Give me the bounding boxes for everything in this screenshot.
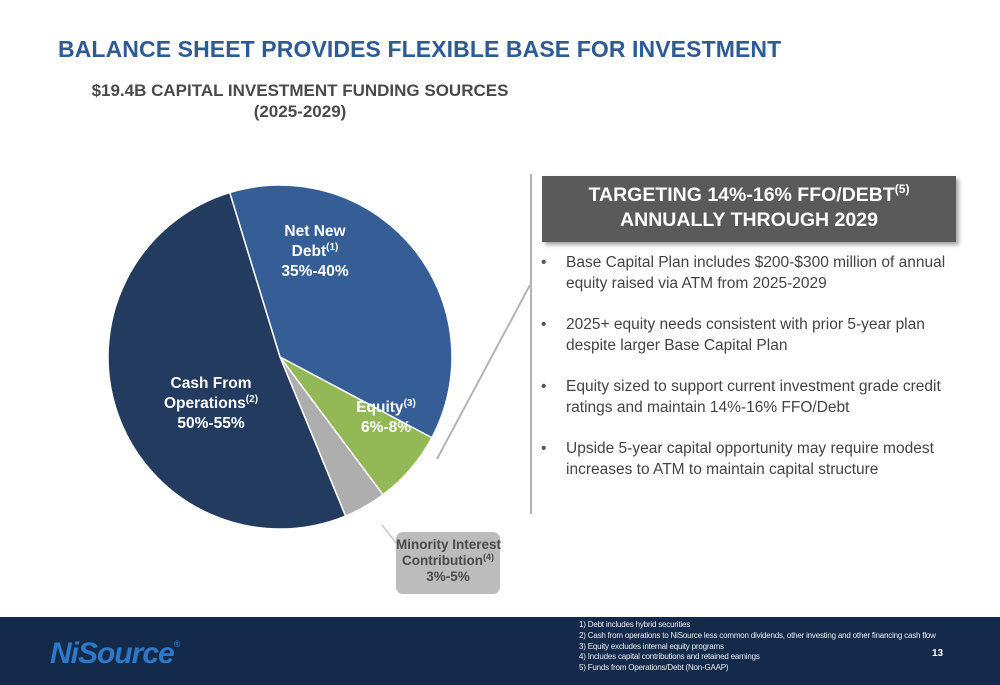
cfo-label-line-1: Cash From <box>170 375 252 392</box>
footnote-item: 2) Cash from operations to NiSource less… <box>579 630 936 640</box>
minority-label-line-1: Minority Interest <box>396 537 502 552</box>
pie-slice-debt <box>228 184 453 439</box>
footnote-item: 1) Debt includes hybrid securities <box>579 620 691 629</box>
equity-label-line-1: Equity <box>356 399 404 416</box>
slice-label-cfo: Cash From Operations(2) 50%-55% <box>148 374 274 434</box>
callout-line-2: ANNUALLY THROUGH 2029 <box>620 209 878 231</box>
callout-footnote-ref: (5) <box>894 182 910 196</box>
footnote-item: 3) Equity excludes internal equity progr… <box>579 641 724 651</box>
footnotes-list: 1) Debt includes hybrid securities 2) Ca… <box>579 620 936 674</box>
footnote-item: 5) Funds from Operations/Debt (Non-GAAP) <box>579 663 729 673</box>
page-number: 13 <box>932 648 944 659</box>
equity-label-range: 6%-8% <box>361 419 411 436</box>
chart-title: $19.4B CAPITAL INVESTMENT FUNDING SOURCE… <box>60 80 540 122</box>
slice-label-minority: Minority Interest Contribution(4) 3%-5% <box>396 532 502 594</box>
debt-label-line-2: Debt <box>291 243 327 260</box>
bullet-item: 2025+ equity needs consistent with prior… <box>538 314 978 356</box>
cfo-footnote-ref: (2) <box>245 394 259 405</box>
bullet-list: Base Capital Plan includes $200-$300 mil… <box>538 252 978 500</box>
pie-chart <box>107 184 531 549</box>
bullet-item: Upside 5-year capital opportunity may re… <box>538 438 978 480</box>
debt-label-range: 35%-40% <box>281 263 349 280</box>
minority-label-line-2: Contribution <box>402 553 483 568</box>
slice-label-equity: Equity(3) 6%-8% <box>336 398 436 438</box>
nisource-logo: NiSource® <box>50 637 181 671</box>
cfo-label-line-2: Operations <box>163 395 246 412</box>
debt-label-line-1: Net New <box>284 223 346 240</box>
footnote-item: 4) Includes capital contributions and re… <box>579 652 760 662</box>
equity-footnote-ref: (3) <box>403 398 416 409</box>
callout-line-1: TARGETING 14%-16% FFO/DEBT <box>588 184 895 206</box>
callout-vertical-rule <box>530 174 532 514</box>
pie-slices <box>107 184 453 530</box>
minority-footnote-ref: (4) <box>482 552 494 562</box>
cfo-label-range: 50%-55% <box>177 415 245 432</box>
footer-bar: NiSource® 1) Debt includes hybrid securi… <box>0 617 1000 685</box>
chart-title-line-2: (2025-2029) <box>253 102 347 121</box>
logo-text: NiSource <box>50 637 175 670</box>
debt-footnote-ref: (1) <box>326 242 339 253</box>
minority-label-range: 3%-5% <box>426 569 470 584</box>
target-callout-box: TARGETING 14%-16% FFO/DEBT(5) ANNUALLY T… <box>542 176 956 242</box>
slide-title: BALANCE SHEET PROVIDES FLEXIBLE BASE FOR… <box>58 36 782 62</box>
chart-title-line-1: $19.4B CAPITAL INVESTMENT FUNDING SOURCE… <box>91 81 509 100</box>
slice-label-debt: Net New Debt(1) 35%-40% <box>258 222 372 282</box>
logo-registered-mark: ® <box>173 639 181 649</box>
bullet-item: Equity sized to support current investme… <box>538 376 978 418</box>
bullet-item: Base Capital Plan includes $200-$300 mil… <box>538 252 978 294</box>
callout-connector <box>436 284 531 460</box>
pie-slice-cfo <box>107 191 347 530</box>
